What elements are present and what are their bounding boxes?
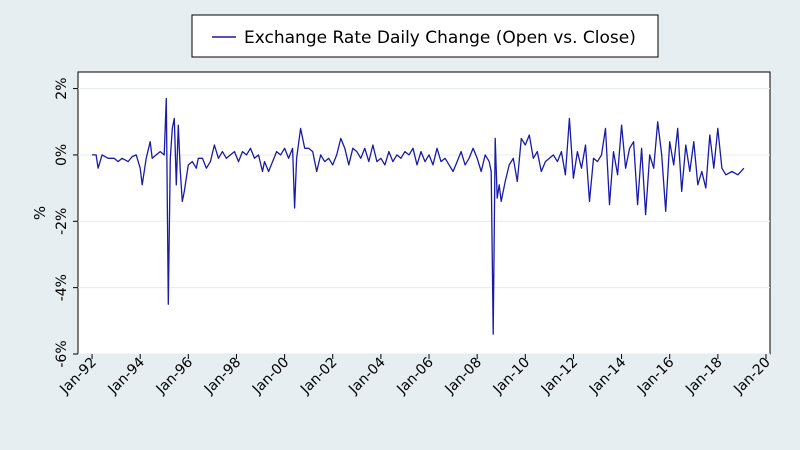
x-tick-label: Jan-08 xyxy=(442,355,485,398)
x-tick-label: Jan-18 xyxy=(682,355,725,398)
y-tick-label: -6% xyxy=(54,340,70,367)
x-tick-label: Jan-02 xyxy=(297,355,340,398)
legend: Exchange Rate Daily Change (Open vs. Clo… xyxy=(191,14,659,58)
x-tick-label: Jan-94 xyxy=(105,354,149,398)
y-tick-label: -2% xyxy=(54,208,70,235)
legend-label: Exchange Rate Daily Change (Open vs. Clo… xyxy=(244,28,636,48)
x-tick-label: Jan-00 xyxy=(249,355,292,398)
x-axis: Jan-92 Jan-94 Jan-96 Jan-98 Jan-00 Jan-02 Jan-… xyxy=(56,354,774,398)
x-tick-label: Jan-04 xyxy=(345,354,389,398)
series-layer xyxy=(92,97,745,335)
plot-area xyxy=(77,71,771,355)
y-tick-label: 2% xyxy=(54,77,70,99)
y-tick-label: 0% xyxy=(54,144,70,166)
series-line xyxy=(92,97,745,335)
x-tick-label: Jan-96 xyxy=(153,354,197,398)
x-tick-label: Jan-20 xyxy=(730,355,773,398)
x-tick-label: Jan-98 xyxy=(201,355,244,398)
y-tick-label: -4% xyxy=(54,274,70,301)
y-axis: -6% -4% -2% 0% 2% xyxy=(54,77,78,368)
x-tick-label: Jan-14 xyxy=(586,354,630,398)
x-tick-label: Jan-10 xyxy=(490,355,533,398)
y-axis-title: % xyxy=(31,206,49,220)
legend-box xyxy=(191,14,659,58)
x-tick-label: Jan-06 xyxy=(393,354,437,398)
x-tick-label: Jan-12 xyxy=(538,355,581,398)
x-tick-label: Jan-16 xyxy=(634,354,678,398)
